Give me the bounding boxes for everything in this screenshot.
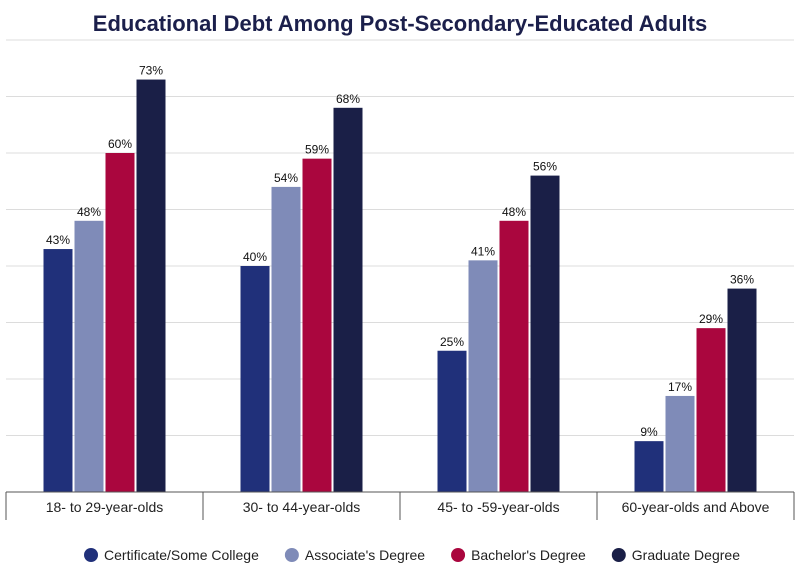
bar [665,395,695,492]
data-label: 68% [336,92,360,106]
data-label: 48% [502,205,526,219]
data-label: 60% [108,137,132,151]
legend-marker [284,548,299,562]
data-label: 41% [471,244,495,258]
bar [530,175,560,492]
x-tick-label: 45- to -59-year-olds [437,499,559,515]
bar [727,288,757,492]
data-label: 73% [139,64,163,78]
bar [468,260,498,492]
x-tick-label: 30- to 44-year-olds [243,499,361,515]
data-label: 17% [668,380,692,394]
legend-marker [451,548,466,562]
bar [696,328,726,492]
data-label: 56% [533,160,557,174]
bar [333,107,363,493]
data-label: 54% [274,171,298,185]
legend-item-label: Graduate Degree [632,547,740,563]
bar [105,153,135,492]
legend-marker [611,548,626,562]
bars [43,79,757,493]
value-labels: 43% 48% 60% 73% 40% 54% 59% 68% 25% 41% 48% 56% 9% 17… [46,64,754,440]
legend: Certificate/Some College Associate's Degr… [84,547,740,563]
bar [271,186,301,492]
legend-item-label: Bachelor's Degree [471,547,586,563]
legend-item-label: Certificate/Some College [104,547,259,563]
x-axis: 18- to 29-year-olds 30- to 44-year-olds 45… [5,491,795,520]
bar [43,249,73,492]
legend-marker [84,548,99,562]
bar [634,441,664,492]
data-label: 59% [305,143,329,157]
legend-item-label: Associate's Degree [305,547,425,563]
data-label: 40% [243,250,267,264]
bar [240,266,270,492]
bar [437,350,467,492]
bar [499,220,529,493]
bar [302,158,332,492]
x-tick-label: 60-year-olds and Above [622,499,770,515]
x-tick-label: 18- to 29-year-olds [46,499,164,515]
data-label: 29% [699,312,723,326]
data-label: 36% [730,273,754,287]
data-label: 9% [640,425,658,439]
data-label: 43% [46,233,70,247]
chart-title: Educational Debt Among Post-Secondary-Ed… [93,11,707,36]
bar [136,79,166,493]
data-label: 48% [77,205,101,219]
bar [74,220,104,493]
data-label: 25% [440,335,464,349]
